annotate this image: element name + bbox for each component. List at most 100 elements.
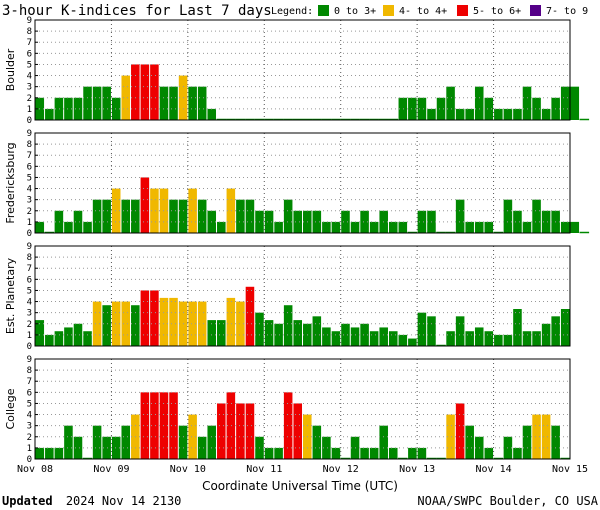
k-bar	[417, 312, 427, 346]
k-bar	[226, 392, 236, 459]
y-tick-label: 5	[27, 60, 32, 70]
k-bar	[169, 297, 178, 346]
k-bar	[293, 210, 302, 233]
k-bar	[226, 297, 236, 346]
k-bar	[150, 290, 159, 346]
k-bar	[159, 297, 169, 346]
y-tick-label: 8	[27, 366, 32, 376]
y-tick-label: 9	[27, 16, 32, 26]
k-bar	[92, 86, 102, 120]
k-bar	[312, 210, 322, 233]
k-bar	[111, 97, 121, 120]
k-bar	[188, 301, 197, 346]
k-bar	[236, 403, 245, 459]
k-bar	[455, 108, 465, 120]
k-bar	[350, 327, 360, 346]
k-bar	[494, 108, 503, 120]
k-bar	[465, 425, 474, 459]
y-tick-label: 2	[27, 207, 32, 217]
k-bar	[293, 320, 302, 346]
k-bar	[388, 221, 398, 233]
k-bar	[503, 108, 513, 120]
k-bar	[121, 301, 131, 346]
k-bar	[64, 97, 73, 120]
k-bar	[522, 425, 532, 459]
k-bar	[197, 301, 207, 346]
k-bar	[541, 210, 551, 233]
k-bar	[264, 210, 274, 233]
x-tick-label: Nov 08	[17, 464, 53, 475]
k-bar	[54, 210, 64, 233]
k-bar	[398, 334, 408, 346]
y-tick-label: 0	[27, 455, 32, 465]
panel-frame	[34, 19, 571, 121]
footer-updated: Updated 2024 Nov 14 2130	[2, 494, 181, 508]
k-bar	[551, 316, 560, 346]
k-bar	[54, 447, 64, 459]
k-bar	[92, 301, 102, 346]
k-bar	[35, 221, 45, 233]
k-bar	[83, 86, 92, 120]
k-bar	[217, 221, 226, 233]
k-bar	[408, 338, 417, 346]
k-bar	[131, 305, 140, 346]
y-tick-label: 6	[27, 49, 32, 59]
x-tick-label: Nov 14	[476, 464, 512, 475]
k-bar	[541, 108, 551, 120]
panel-frame	[34, 358, 571, 460]
k-bar	[111, 188, 121, 233]
k-bar	[54, 97, 64, 120]
k-bar	[169, 86, 178, 120]
panel-frame	[34, 245, 571, 347]
k-bar	[455, 403, 465, 459]
y-tick-label: 3	[27, 83, 32, 93]
k-bar	[331, 221, 341, 233]
legend-entry: 7- to 9	[546, 6, 588, 17]
y-tick-label: 1	[27, 218, 32, 228]
x-tick-label: Nov 13	[399, 464, 435, 475]
k-bar	[322, 436, 331, 459]
k-bar	[513, 108, 522, 120]
y-tick-label: 5	[27, 399, 32, 409]
y-tick-label: 9	[27, 355, 32, 365]
k-bar	[522, 86, 532, 120]
k-bar	[73, 210, 83, 233]
legend-swatch	[318, 5, 329, 16]
k-bar	[64, 425, 73, 459]
y-tick-label: 1	[27, 105, 32, 115]
k-bar	[283, 199, 293, 233]
k-bar	[398, 97, 408, 120]
k-bar	[140, 290, 150, 346]
k-bar	[551, 425, 560, 459]
k-bar	[102, 199, 111, 233]
y-tick-label: 7	[27, 38, 32, 48]
k-bar	[474, 221, 484, 233]
k-bar	[465, 331, 474, 346]
k-bar	[360, 447, 369, 459]
k-bar	[188, 86, 197, 120]
k-bar	[197, 86, 207, 120]
y-tick-label: 0	[27, 229, 32, 239]
k-bar	[35, 447, 45, 459]
k-bar	[188, 188, 197, 233]
k-bar	[217, 403, 226, 459]
k-bar	[446, 331, 455, 346]
k-bar	[245, 286, 255, 346]
k-bar	[312, 425, 322, 459]
y-tick-label: 8	[27, 140, 32, 150]
k-bar	[455, 199, 465, 233]
y-tick-label: 5	[27, 173, 32, 183]
legend-entry: 0 to 3+	[334, 6, 376, 17]
k-bar	[197, 199, 207, 233]
k-bar	[513, 309, 522, 346]
k-bar	[494, 334, 503, 346]
k-bar	[360, 323, 369, 346]
k-bar	[408, 447, 417, 459]
chart-title: 3-hour K-indices for Last 7 days	[2, 3, 272, 19]
k-bar	[274, 323, 283, 346]
y-tick-label: 5	[27, 286, 32, 296]
y-tick-label: 6	[27, 275, 32, 285]
k-bar	[417, 97, 427, 120]
